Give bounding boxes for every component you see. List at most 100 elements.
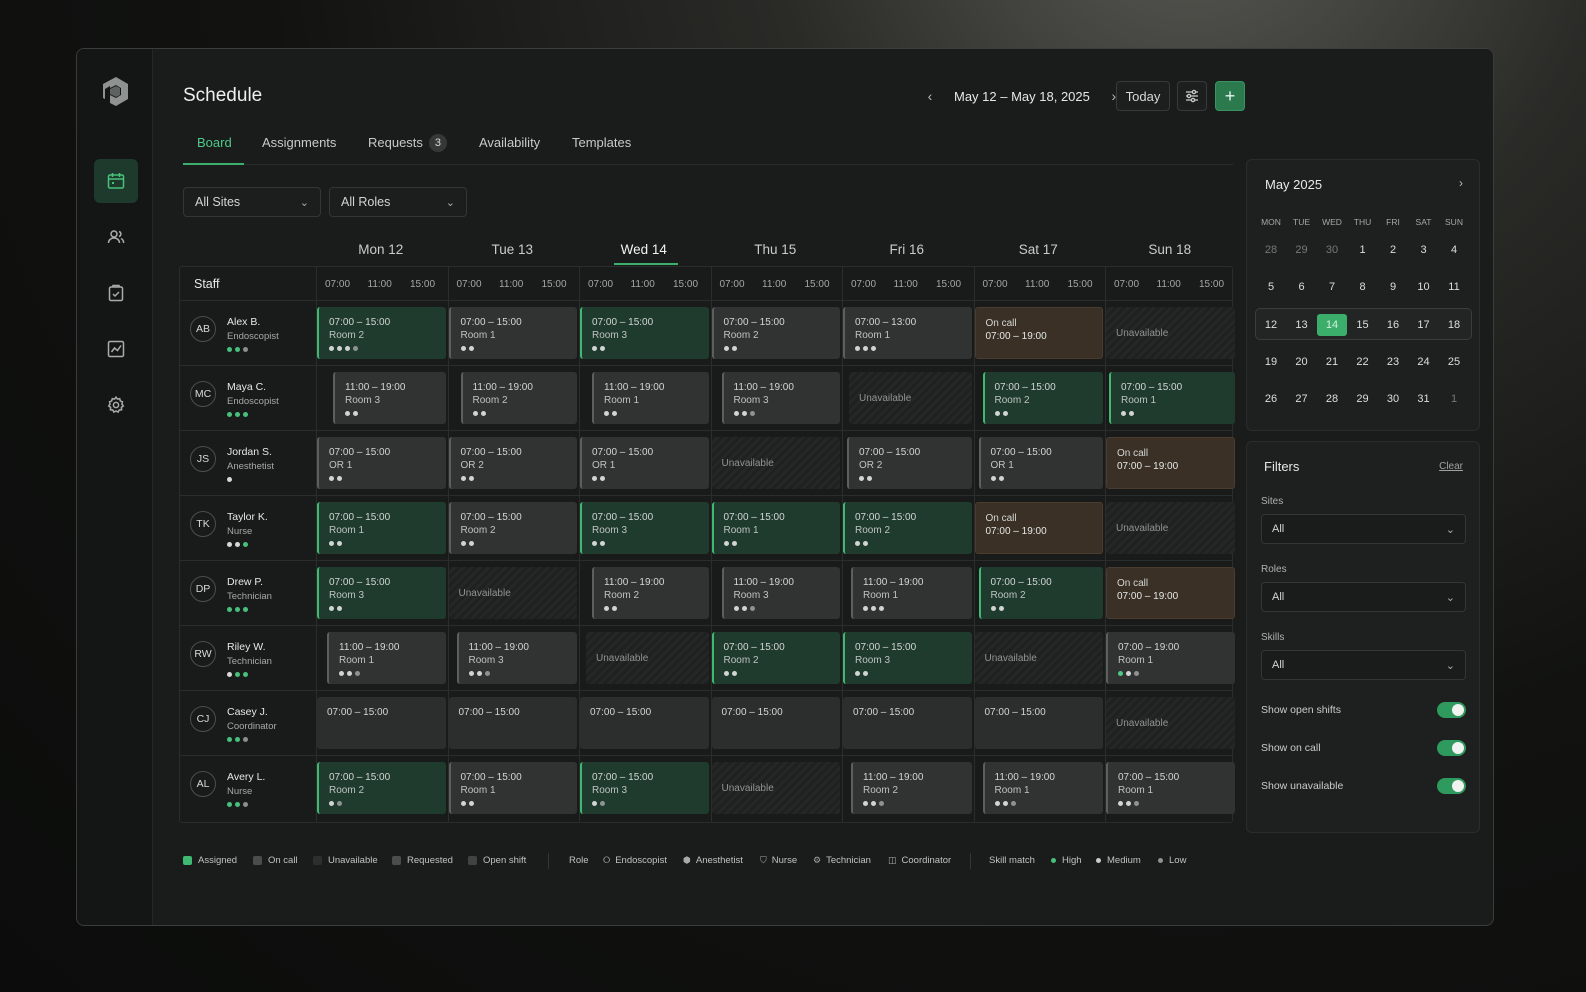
day-header[interactable]: Sun 18 (1148, 241, 1192, 257)
calendar-day[interactable]: 23 (1386, 355, 1400, 368)
clear-filters-link[interactable]: Clear (1439, 461, 1463, 472)
calendar-day[interactable]: 25 (1447, 355, 1461, 368)
staff-member[interactable]: AB Alex B. Endoscopist (190, 300, 316, 365)
next-week-icon[interactable]: › (1111, 88, 1117, 104)
calendar-day[interactable]: 28 (1325, 393, 1339, 406)
next-month-icon[interactable]: › (1459, 176, 1463, 190)
calendar-day[interactable]: 6 (1298, 281, 1305, 294)
shift-unavail[interactable]: Unavailable (1106, 307, 1235, 359)
shift-oncall[interactable]: On call 07:00 – 19:00 (974, 307, 1103, 359)
show-open-shifts-toggle[interactable] (1437, 702, 1466, 718)
calendar-day[interactable]: 28 (1264, 244, 1278, 256)
staff-member[interactable]: AL Avery L. Nurse (190, 755, 316, 820)
staff-member[interactable]: CJ Casey J. Coordinator (190, 690, 316, 755)
skills-filter-select[interactable]: All ⌄ (1261, 650, 1466, 680)
nav-staff[interactable] (94, 215, 138, 259)
tab-board[interactable]: Board (183, 135, 244, 165)
shift-requested[interactable]: 07:00 – 15:00 Room 2 (711, 307, 840, 359)
shift-requested[interactable]: 07:00 – 13:00 Room 1 (843, 307, 972, 359)
calendar-day[interactable]: 21 (1325, 355, 1339, 368)
shift-requested[interactable]: 07:00 – 15:00 OR 2 (847, 437, 972, 489)
calendar-day[interactable]: 3 (1420, 244, 1427, 256)
shift-assigned[interactable]: 07:00 – 15:00 Room 1 (1109, 372, 1235, 424)
calendar-day[interactable]: 12 (1264, 318, 1278, 331)
shift-requested[interactable]: 07:00 – 15:00 OR 2 (448, 437, 577, 489)
day-header[interactable]: Sat 17 (1018, 241, 1058, 257)
shift-unavail[interactable]: Unavailable (586, 632, 709, 684)
shift-open[interactable]: 07:00 – 15:00 (974, 697, 1103, 749)
calendar-day[interactable]: 9 (1389, 281, 1397, 294)
add-shift-button[interactable]: + (1215, 81, 1245, 111)
calendar-day[interactable]: 24 (1417, 355, 1430, 368)
shift-assigned[interactable]: 07:00 – 15:00 Room 2 (978, 567, 1103, 619)
shift-assigned[interactable]: 07:00 – 15:00 Room 3 (580, 502, 709, 554)
shift-requested[interactable]: 11:00 – 19:00 Room 1 (982, 762, 1103, 814)
show-unavailable-toggle[interactable] (1437, 778, 1466, 794)
roles-filter-select[interactable]: All ⌄ (1261, 582, 1466, 612)
prev-week-icon[interactable]: ‹ (927, 88, 933, 104)
nav-schedule[interactable] (94, 159, 138, 203)
shift-open[interactable]: 07:00 – 15:00 (448, 697, 577, 749)
calendar-day[interactable]: 17 (1417, 318, 1430, 331)
shift-requested[interactable]: 11:00 – 19:00 Room 1 (327, 632, 446, 684)
staff-member[interactable]: RW Riley W. Technician (190, 625, 316, 690)
shift-assigned[interactable]: 07:00 – 15:00 Room 3 (843, 632, 972, 684)
day-header[interactable]: Wed 14 (620, 241, 667, 257)
shift-requested[interactable]: 11:00 – 19:00 Room 3 (721, 372, 840, 424)
calendar-day[interactable]: 11 (1448, 281, 1460, 294)
shift-requested[interactable]: 07:00 – 15:00 OR 1 (978, 437, 1103, 489)
filter-settings-button[interactable] (1177, 81, 1207, 111)
shift-assigned[interactable]: 07:00 – 15:00 Room 2 (711, 632, 840, 684)
shift-requested[interactable]: 07:00 – 15:00 Room 1 (1106, 762, 1235, 814)
day-header[interactable]: Tue 13 (491, 241, 534, 257)
shift-unavail[interactable]: Unavailable (711, 437, 840, 489)
nav-settings[interactable] (94, 383, 138, 427)
calendar-day[interactable]: 4 (1450, 244, 1458, 256)
calendar-day[interactable]: 22 (1356, 355, 1369, 368)
today-button[interactable]: Today (1116, 81, 1170, 111)
calendar-day[interactable]: 1 (1359, 244, 1366, 256)
nav-reports[interactable] (94, 327, 138, 371)
calendar-day[interactable]: 8 (1359, 281, 1366, 294)
day-header[interactable]: Mon 12 (358, 241, 404, 257)
shift-requested[interactable]: 11:00 – 19:00 Room 2 (592, 567, 709, 619)
staff-member[interactable]: TK Taylor K. Nurse (190, 495, 316, 560)
shift-unavail[interactable]: Unavailable (1106, 502, 1235, 554)
shift-requested[interactable]: 11:00 – 19:00 Room 1 (851, 567, 972, 619)
shift-requested[interactable]: 07:00 – 15:00 Room 2 (448, 502, 577, 554)
shift-requested[interactable]: 11:00 – 19:00 Room 3 (333, 372, 446, 424)
sites-dropdown[interactable]: All Sites ⌄ (183, 187, 321, 217)
shift-oncall[interactable]: On call 07:00 – 19:00 (1106, 437, 1235, 489)
calendar-day[interactable]: 29 (1356, 393, 1369, 406)
shift-unavail[interactable]: Unavailable (849, 372, 972, 424)
roles-dropdown[interactable]: All Roles ⌄ (329, 187, 467, 217)
shift-assigned[interactable]: 07:00 – 15:00 Room 2 (317, 762, 446, 814)
calendar-day[interactable]: 1 (1450, 393, 1458, 406)
calendar-day[interactable]: 27 (1295, 393, 1308, 406)
shift-requested[interactable]: 07:00 – 19:00 Room 1 (1106, 632, 1235, 684)
shift-oncall[interactable]: On call 07:00 – 19:00 (1106, 567, 1235, 619)
calendar-day[interactable]: 20 (1295, 355, 1308, 368)
shift-requested[interactable]: 11:00 – 19:00 Room 1 (592, 372, 709, 424)
staff-member[interactable]: DP Drew P. Technician (190, 560, 316, 625)
shift-assigned[interactable]: 07:00 – 15:00 Room 2 (982, 372, 1103, 424)
shift-unavail[interactable]: Unavailable (1106, 697, 1235, 749)
day-header[interactable]: Thu 15 (754, 241, 797, 257)
shift-assigned[interactable]: 07:00 – 15:00 Room 2 (843, 502, 972, 554)
shift-requested[interactable]: 07:00 – 15:00 Room 1 (448, 307, 577, 359)
shift-open[interactable]: 07:00 – 15:00 (711, 697, 840, 749)
shift-assigned[interactable]: 07:00 – 15:00 Room 3 (580, 762, 709, 814)
shift-assigned[interactable]: 07:00 – 15:00 Room 1 (317, 502, 446, 554)
staff-member[interactable]: JS Jordan S. Anesthetist (190, 430, 316, 495)
shift-assigned[interactable]: 07:00 – 15:00 Room 2 (317, 307, 446, 359)
shift-unavail[interactable]: Unavailable (711, 762, 840, 814)
calendar-day[interactable]: 30 (1386, 393, 1400, 406)
shift-requested[interactable]: 07:00 – 15:00 OR 1 (317, 437, 446, 489)
shift-requested[interactable]: 07:00 – 15:00 Room 1 (448, 762, 577, 814)
shift-unavail[interactable]: Unavailable (974, 632, 1103, 684)
shift-open[interactable]: 07:00 – 15:00 (317, 697, 446, 749)
tab-templates[interactable]: Templates (572, 135, 632, 150)
nav-tasks[interactable] (94, 271, 138, 315)
shift-requested[interactable]: 07:00 – 15:00 OR 1 (580, 437, 709, 489)
tab-requests[interactable]: Requests 3 (368, 134, 447, 165)
